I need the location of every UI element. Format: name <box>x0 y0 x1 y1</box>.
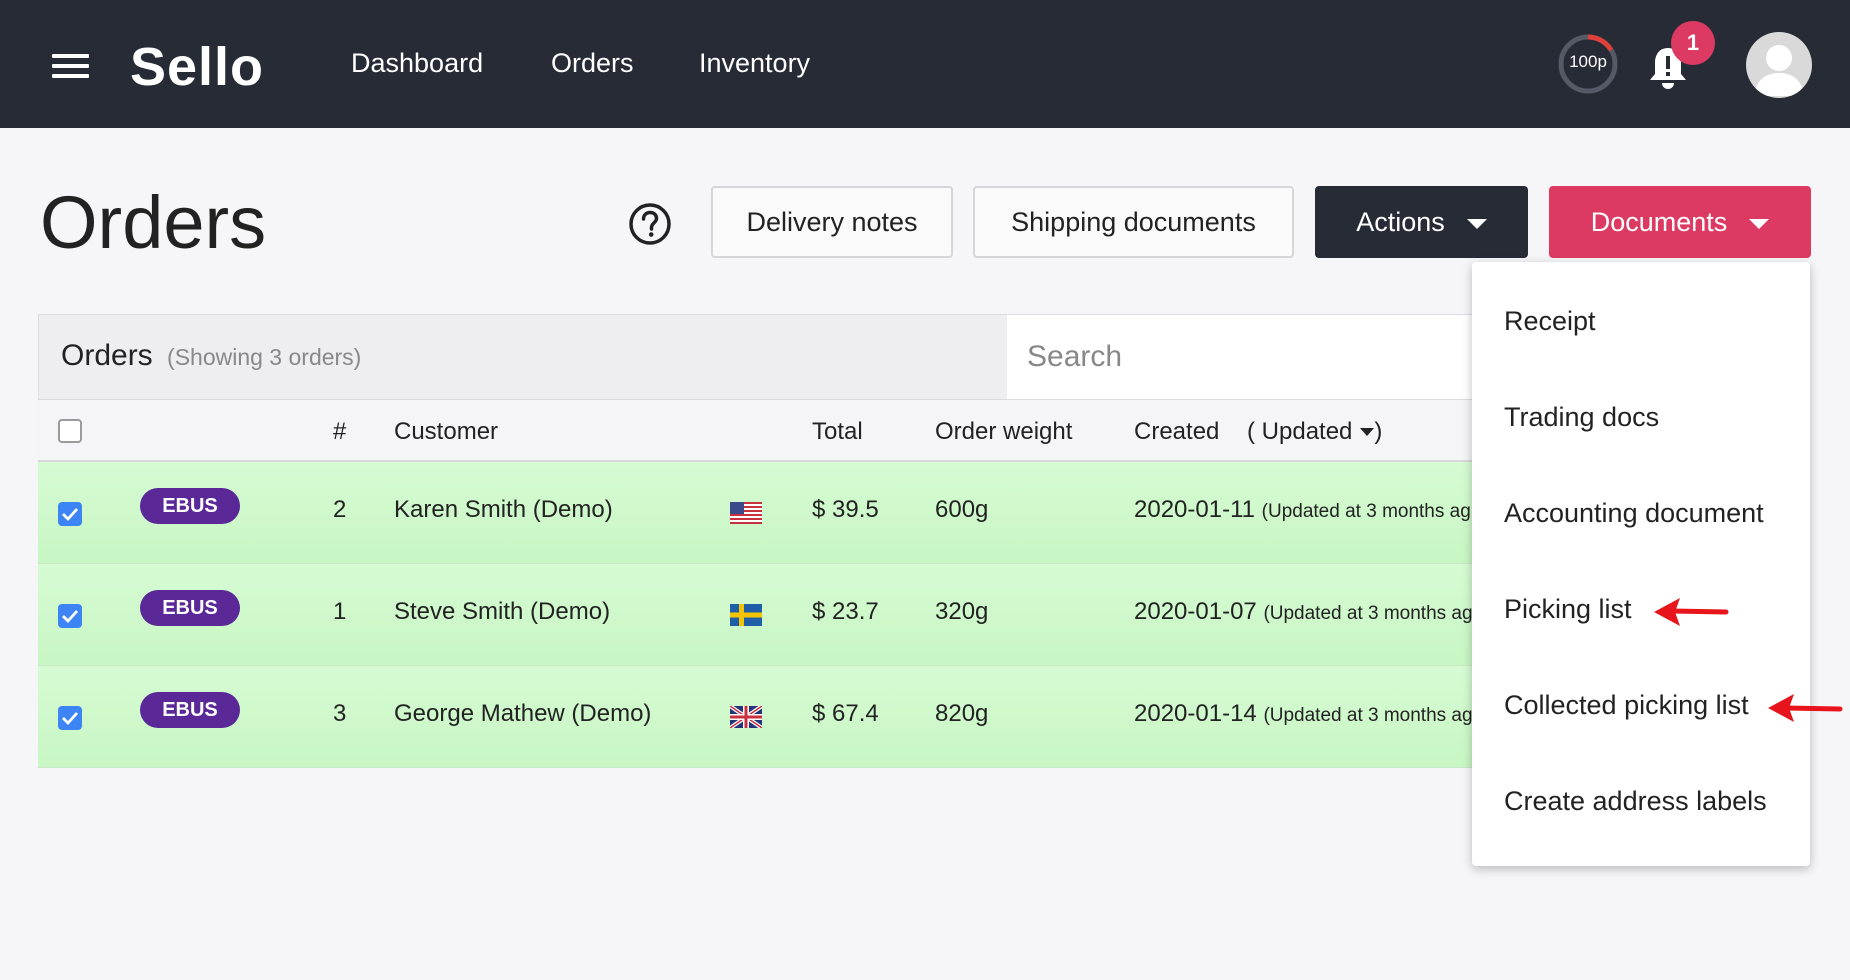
red-arrow-icon <box>1654 598 1729 626</box>
customer-name[interactable]: Karen Smith (Demo) <box>394 496 613 523</box>
sort-caret-icon <box>1360 428 1375 436</box>
updated-note: (Updated at 3 months ag <box>1263 705 1473 726</box>
order-number: 2 <box>333 496 347 523</box>
panel-title-text: Orders <box>61 339 153 372</box>
delivery-notes-button[interactable]: Delivery notes <box>711 186 953 258</box>
se-flag-icon <box>730 604 762 626</box>
created-date: 2020-01-11 <box>1134 496 1255 523</box>
nav-inventory[interactable]: Inventory <box>699 48 811 78</box>
order-weight: 820g <box>935 700 989 727</box>
notification-badge: 1 <box>1671 21 1715 65</box>
red-arrow-icon <box>1768 694 1843 722</box>
customer-name[interactable]: Steve Smith (Demo) <box>394 598 611 625</box>
channel-badge: EBUS <box>140 692 240 728</box>
column-order-weight[interactable]: Order weight <box>935 418 1073 445</box>
created-date: 2020-01-14 <box>1134 700 1257 727</box>
table-row[interactable]: EBUS 3 George Mathew (Demo) $ 67.4 820g … <box>38 666 1478 768</box>
column-number[interactable]: # <box>333 418 347 445</box>
column-updated[interactable]: ( Updated) <box>1247 418 1382 446</box>
channel-badge: EBUS <box>140 488 240 524</box>
caret-down-icon <box>1749 219 1770 229</box>
column-updated-paren: ) <box>1374 418 1383 445</box>
column-created[interactable]: Created <box>1134 418 1220 445</box>
order-number: 3 <box>333 700 347 727</box>
page-title: Orders <box>40 181 267 264</box>
orders-panel-header: Orders (Showing 3 orders) <box>38 314 1479 400</box>
shipping-documents-button[interactable]: Shipping documents <box>973 186 1294 258</box>
actions-button-label: Actions <box>1356 206 1445 237</box>
order-created: 2020-01-14 (Updated at 3 months ag <box>1134 700 1473 728</box>
updated-note: (Updated at 3 months ag <box>1261 501 1471 522</box>
sello-logo[interactable]: Sello <box>130 37 265 97</box>
table-header-row: # Customer Total Order weight Created ( … <box>38 400 1478 462</box>
select-all-checkbox[interactable] <box>58 419 82 443</box>
order-number: 1 <box>333 598 347 625</box>
user-silhouette-icon <box>1754 45 1804 96</box>
column-updated-label: ( Updated <box>1247 418 1353 445</box>
gb-flag-icon <box>730 706 762 728</box>
created-date: 2020-01-07 <box>1134 598 1257 625</box>
table-row[interactable]: EBUS 2 Karen Smith (Demo) $ 39.5 600g 20… <box>38 462 1478 564</box>
order-created: 2020-01-11 (Updated at 3 months ag <box>1134 496 1471 524</box>
menu-icon[interactable] <box>52 54 89 78</box>
check-icon <box>62 508 79 522</box>
orders-count: (Showing 3 orders) <box>167 344 362 370</box>
nav-orders[interactable]: Orders <box>551 48 634 78</box>
order-weight: 600g <box>935 496 989 523</box>
panel-title: Orders (Showing 3 orders) <box>61 339 361 373</box>
menu-item-picking-list[interactable]: Picking list <box>1504 594 1632 624</box>
menu-item-receipt[interactable]: Receipt <box>1504 306 1596 336</box>
credits-value: 100p <box>1569 52 1607 71</box>
actions-button[interactable]: Actions <box>1315 186 1528 258</box>
check-icon <box>62 610 79 624</box>
documents-dropdown-menu: Receipt Trading docs Accounting document… <box>1472 262 1810 866</box>
order-total: $ 39.5 <box>812 496 879 523</box>
menu-item-create-address-labels[interactable]: Create address labels <box>1504 786 1767 816</box>
menu-item-trading-docs[interactable]: Trading docs <box>1504 402 1660 432</box>
row-checkbox[interactable] <box>58 502 82 526</box>
documents-button-label: Documents <box>1590 206 1728 237</box>
updated-note: (Updated at 3 months ag <box>1263 603 1473 624</box>
column-customer[interactable]: Customer <box>394 418 499 445</box>
caret-down-icon <box>1466 219 1487 229</box>
customer-name[interactable]: George Mathew (Demo) <box>394 700 652 727</box>
us-flag-icon <box>730 502 762 524</box>
top-navigation-bar: Sello Dashboard Orders Inventory 100p 1 <box>0 0 1850 128</box>
order-weight: 320g <box>935 598 989 625</box>
credits-ring-icon[interactable] <box>1557 33 1619 95</box>
row-checkbox[interactable] <box>58 604 82 628</box>
column-total[interactable]: Total <box>812 418 863 445</box>
order-created: 2020-01-07 (Updated at 3 months ag <box>1134 598 1473 626</box>
help-icon[interactable] <box>628 202 672 246</box>
search-input[interactable] <box>1007 315 1479 399</box>
nav-dashboard[interactable]: Dashboard <box>351 48 484 78</box>
user-avatar[interactable] <box>1746 32 1812 98</box>
menu-item-collected-picking-list[interactable]: Collected picking list <box>1504 690 1749 720</box>
check-icon <box>62 712 79 726</box>
menu-item-accounting-document[interactable]: Accounting document <box>1504 498 1764 528</box>
order-total: $ 67.4 <box>812 700 879 727</box>
order-total: $ 23.7 <box>812 598 879 625</box>
documents-button[interactable]: Documents <box>1549 186 1811 258</box>
table-row[interactable]: EBUS 1 Steve Smith (Demo) $ 23.7 320g 20… <box>38 564 1478 666</box>
channel-badge: EBUS <box>140 590 240 626</box>
row-checkbox[interactable] <box>58 706 82 730</box>
